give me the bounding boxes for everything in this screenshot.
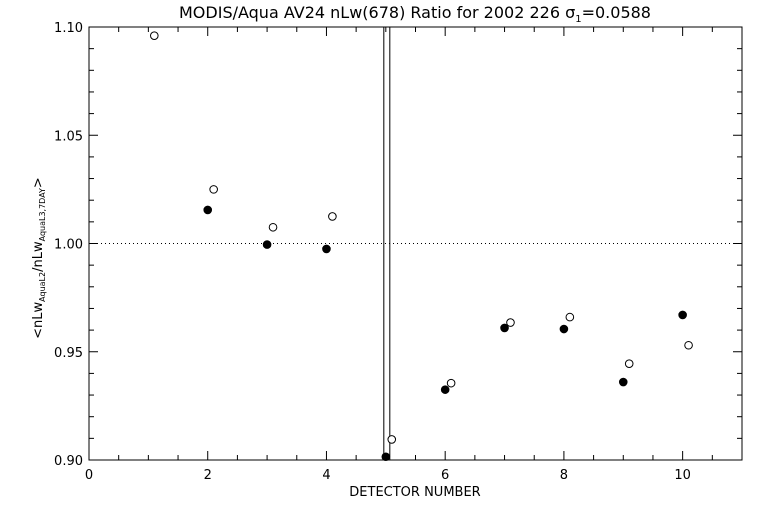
x-tick-label: 2 (204, 468, 212, 483)
x-tick-label: 4 (322, 468, 330, 483)
chart-title-main: MODIS/Aqua AV24 nLw(678) Ratio for 2002 … (179, 3, 575, 22)
y-tick-label: 0.95 (54, 346, 83, 361)
y-tick-label: 1.10 (54, 21, 83, 36)
x-tick-label: 10 (674, 468, 691, 483)
y-axis-label-sub1: AquaL2 (38, 272, 47, 302)
x-tick-label: 6 (441, 468, 449, 483)
x-tick-labels: 0 2 4 6 8 10 (85, 468, 691, 483)
y-axis-label-sub2: AquaL3,7DAY (38, 188, 47, 241)
y-tick-labels: 0.90 0.95 1.00 1.05 1.10 (54, 21, 83, 469)
chart-title-subscript: 1 (575, 14, 581, 25)
x-tick-label: 8 (560, 468, 568, 483)
filled-point (618, 377, 628, 387)
axis-ticks (88, 26, 742, 461)
open-point (684, 340, 693, 350)
filled-point (381, 452, 391, 462)
open-point (506, 318, 515, 327)
y-tick-label: 1.05 (54, 129, 83, 144)
filled-point (262, 240, 272, 249)
chart-title: MODIS/Aqua AV24 nLw(678) Ratio for 2002 … (179, 3, 651, 25)
highlight-detector-band (383, 27, 391, 460)
y-tick-label: 1.00 (54, 238, 83, 253)
x-tick-label: 0 (85, 468, 93, 483)
open-point (209, 185, 218, 194)
filled-point (203, 205, 213, 215)
y-axis-label-close: > (31, 177, 46, 188)
y-axis-label-mid: /nLw (31, 241, 46, 272)
chart-title-suffix: =0.0588 (582, 3, 651, 22)
y-axis-label-open: <nLw (31, 301, 46, 338)
open-point (387, 435, 397, 444)
filled-point (322, 244, 331, 254)
open-point (328, 212, 337, 221)
y-axis-label: <nLwAquaL2/nLwAquaL3,7DAY> (31, 177, 47, 339)
filled-point (440, 385, 450, 394)
open-point (268, 222, 278, 232)
y-tick-label: 0.90 (54, 454, 83, 469)
open-point (565, 312, 575, 322)
data-points (150, 31, 693, 462)
open-point (150, 31, 159, 40)
axis-minor-ticks (89, 27, 743, 460)
x-axis-label: DETECTOR NUMBER (349, 485, 480, 500)
open-point (624, 359, 634, 368)
filled-point (500, 323, 509, 333)
plot-frame (88, 26, 743, 461)
filled-point (559, 324, 569, 334)
open-point (446, 378, 456, 388)
filled-point (678, 310, 687, 320)
